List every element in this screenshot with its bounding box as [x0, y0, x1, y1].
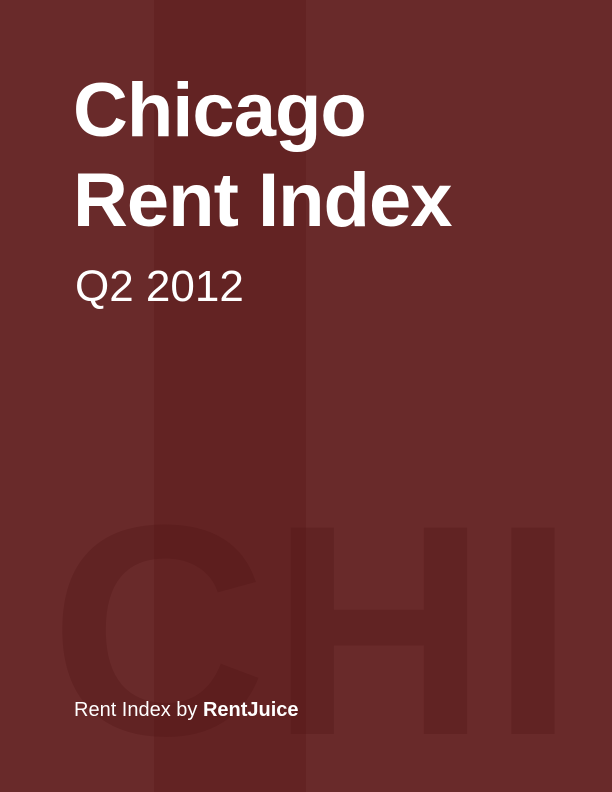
cover-subtitle-quarter: Q2 2012: [75, 262, 244, 311]
title-line-city: Chicago: [73, 68, 367, 153]
city-code-watermark: CHI: [50, 462, 579, 792]
background-band: [154, 0, 306, 792]
title-line-index: Rent Index: [73, 158, 452, 243]
footer-brand: RentJuice: [202, 699, 299, 721]
cover-footer: Rent Index by RentJuice: [74, 697, 299, 723]
footer-prefix: Rent Index by: [74, 699, 203, 721]
cover-title: Chicago Rent Index: [73, 66, 452, 246]
